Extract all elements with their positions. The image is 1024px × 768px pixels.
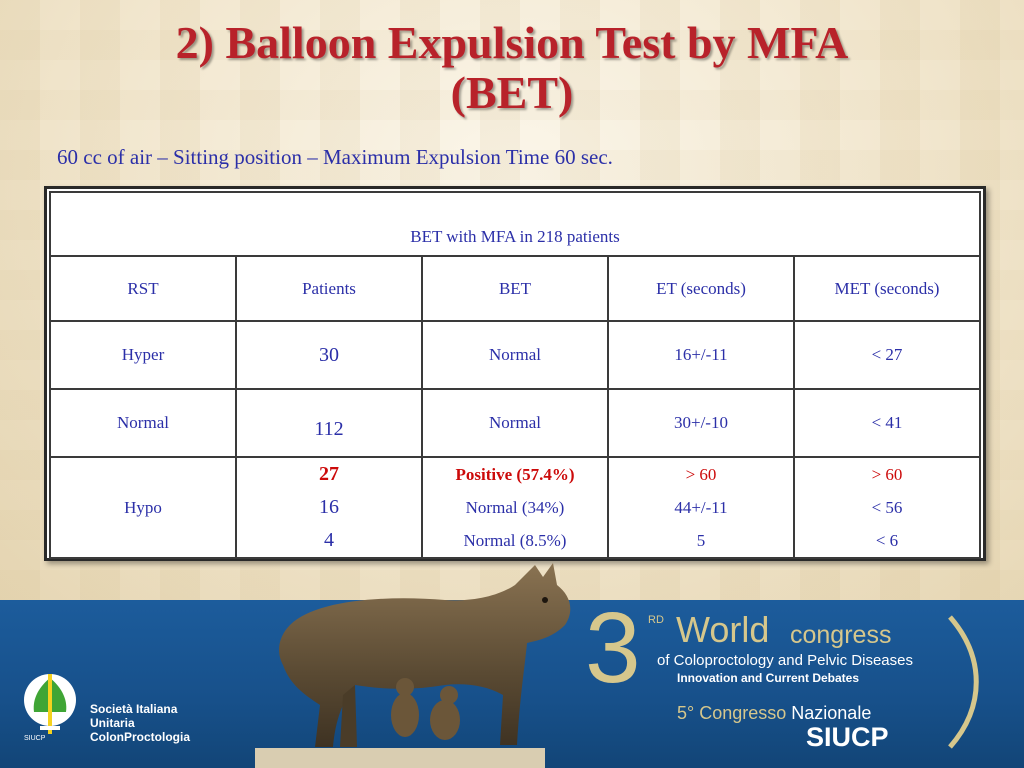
congress-word: congress — [790, 621, 892, 649]
et-cell: 30+/-10 — [607, 388, 795, 458]
hypo-patients-3: 4 — [324, 529, 334, 551]
col-header-bet: BET — [421, 255, 609, 322]
title-line-2: (BET) — [450, 67, 574, 118]
congress-number: 3 — [585, 592, 641, 704]
society-name: Società Italiana Unitaria ColonProctolog… — [90, 702, 190, 744]
met-cell: > 60 < 56 < 6 — [793, 456, 981, 559]
hypo-et-1: > 60 — [685, 465, 717, 484]
society-name-line-3: ColonProctologia — [90, 730, 190, 744]
col-header-met: MET (seconds) — [793, 255, 981, 322]
et-cell: > 60 44+/-11 5 — [607, 456, 795, 559]
table-row: Normal 112 Normal 30+/-10 < 41 — [49, 388, 981, 458]
hypo-et-2: 44+/-11 — [674, 498, 728, 517]
society-name-line-2: Unitaria — [90, 716, 135, 730]
decorative-parenthesis — [948, 615, 979, 749]
et-cell: 16+/-11 — [607, 320, 795, 390]
hypo-bet-1: Positive (57.4%) — [455, 465, 575, 484]
hypo-bet-2: Normal (34%) — [465, 498, 565, 517]
congress-subject: of Coloproctology and Pelvic Diseases — [657, 652, 913, 669]
society-name-line-1: Società Italiana — [90, 702, 178, 716]
results-table: BET with MFA in 218 patients RST Patient… — [44, 186, 986, 561]
title-line-1: 2) Balloon Expulsion Test by MFA — [175, 17, 849, 68]
bet-cell: Positive (57.4%) Normal (34%) Normal (8.… — [421, 456, 609, 559]
hypo-patients-2: 16 — [319, 496, 339, 518]
slide-subtitle: 60 cc of air – Sitting position – Maximu… — [57, 145, 613, 169]
patients-cell: 112 — [235, 388, 423, 458]
congress-world: World — [676, 609, 770, 650]
col-header-rst: RST — [49, 255, 237, 322]
bet-cell: Normal — [421, 388, 609, 458]
hypo-bet-3: Normal (8.5%) — [463, 531, 567, 550]
rst-cell: Normal — [49, 388, 237, 458]
society-abbr: SIUCP — [24, 735, 46, 742]
congresso-org: SIUCP — [806, 722, 889, 752]
patients-cell: 27 16 4 — [235, 456, 423, 559]
table-row-hypo: Hypo 27 16 4 Positive (57.4%) Normal (34… — [49, 456, 981, 559]
rst-cell: Hypo — [49, 456, 237, 559]
hypo-met-1: > 60 — [871, 465, 903, 484]
slide-title: 2) Balloon Expulsion Test by MFA (BET) — [0, 18, 1024, 118]
patients-cell: 30 — [235, 320, 423, 390]
congresso-suffix: Nazionale — [791, 703, 872, 723]
met-cell: < 41 — [793, 388, 981, 458]
congress-tagline: Innovation and Current Debates — [677, 671, 860, 685]
rst-cell: Hyper — [49, 320, 237, 390]
bet-cell: Normal — [421, 320, 609, 390]
capitoline-wolf-image — [255, 563, 571, 768]
congresso-prefix: 5° Congresso — [677, 703, 787, 723]
met-cell: < 27 — [793, 320, 981, 390]
congresso-nazionale: 5° Congresso Nazionale — [677, 703, 871, 724]
col-header-et: ET (seconds) — [607, 255, 795, 322]
col-header-patients: Patients — [235, 255, 423, 322]
table-row: Hyper 30 Normal 16+/-11 < 27 — [49, 320, 981, 390]
congress-suffix: RD — [648, 614, 664, 626]
table-caption: BET with MFA in 218 patients — [49, 191, 981, 257]
hypo-patients-1: 27 — [319, 463, 339, 485]
siucp-logo-icon — [24, 674, 76, 734]
hypo-met-2: < 56 — [871, 498, 903, 517]
hypo-met-3: < 6 — [875, 531, 899, 550]
hypo-et-3: 5 — [696, 531, 706, 550]
